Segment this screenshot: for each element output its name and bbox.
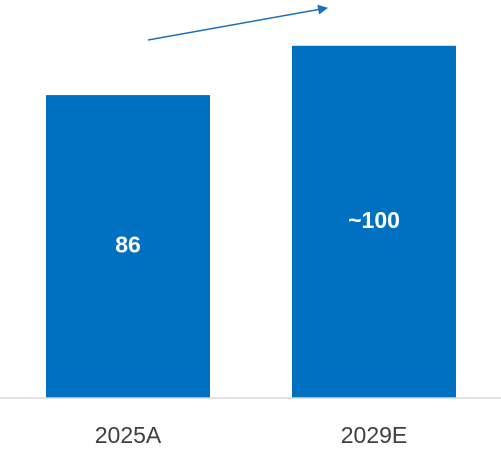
bar-2029e	[292, 45, 456, 399]
bar-2025a	[46, 95, 210, 398]
data-label-2025a: 86	[115, 232, 141, 258]
x-tick-label-2029e: 2029E	[341, 422, 408, 448]
trend-arrow	[147, 4, 328, 41]
data-label-2029e: ~100	[348, 207, 400, 233]
x-tick-label-2025a: 2025A	[95, 422, 162, 448]
